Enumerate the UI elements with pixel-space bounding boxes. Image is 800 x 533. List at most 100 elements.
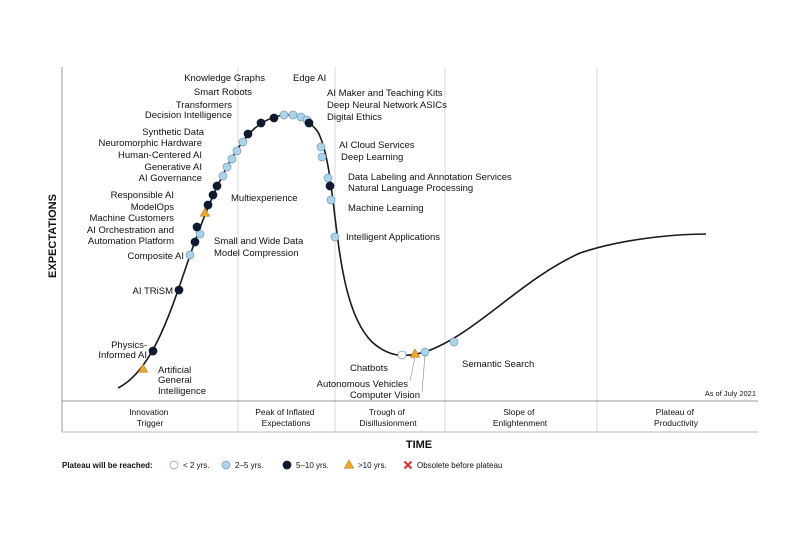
marker-human-centered-ai (227, 154, 237, 164)
label-line: AI Orchestration and (87, 225, 174, 236)
phase-label-line: Expectations (262, 418, 311, 428)
label-small-and-wide-data: Small and Wide Data (214, 236, 304, 247)
label-line: Automation Platform (88, 236, 174, 247)
as-of-note: As of July 2021 (705, 389, 756, 398)
legend-label-y2to5: 2–5 yrs. (235, 461, 263, 470)
legend-marker-gt10 (343, 459, 355, 469)
label-data-labeling-and-annotation-services: Data Labeling and Annotation Services (348, 172, 512, 183)
label-artificial-general-intelligence: Artificial General Intelligence (158, 365, 206, 397)
label-line: Computer Vision (350, 390, 420, 401)
label-responsible-ai: Responsible AI (111, 190, 174, 201)
phase-label-line: Peak of Inflated (255, 407, 314, 417)
label-line: Decision Intelligence (145, 110, 232, 121)
marker-responsible-ai (208, 190, 218, 200)
marker-composite-ai (185, 250, 195, 260)
label-ai-trism: AI TRiSM (133, 286, 174, 297)
marker-transformers (256, 118, 266, 128)
label-edge-ai: Edge AI (293, 73, 326, 84)
label-line: AI TRiSM (133, 286, 174, 297)
label-semantic-search: Semantic Search (462, 359, 534, 370)
label-line: Generative AI (144, 162, 202, 173)
legend-marker-lt2 (169, 460, 179, 470)
label-generative-ai: Generative AI (144, 162, 202, 173)
phase-label: Slope of Enlightenment (493, 407, 548, 428)
label-line: Machine Customers (90, 213, 175, 224)
label-neuromorphic-hardware: Neuromorphic Hardware (99, 138, 202, 149)
marker-neuromorphic-hardware (232, 146, 242, 156)
phase-label-line: Slope of (503, 407, 535, 417)
label-line: Neuromorphic Hardware (99, 138, 202, 149)
phase-label: Peak of Inflated Expectations (255, 407, 316, 428)
legend-label-y5to10: 5–10 yrs. (296, 461, 329, 470)
label-line: AI Cloud Services (339, 140, 415, 151)
label-line: Small and Wide Data (214, 236, 304, 247)
label-synthetic-data: Synthetic Data (142, 127, 204, 138)
marker-machine-customers (199, 207, 211, 217)
marker-computer-vision (420, 347, 430, 357)
phase-label-line: Trough of (369, 407, 406, 417)
label-line: Deep Neural Network ASICs (327, 100, 447, 111)
label-line: Human-Centered AI (118, 150, 202, 161)
label-line: Physics- (111, 340, 147, 351)
legend-marker-obsolete (403, 460, 413, 470)
legend-marker-y5to10 (282, 460, 292, 470)
label-knowledge-graphs: Knowledge Graphs (184, 73, 265, 84)
marker-intelligent-applications (330, 232, 340, 242)
marker-smart-robots (269, 113, 279, 123)
label-line: Synthetic Data (142, 127, 204, 138)
phase-label-line: Enlightenment (493, 418, 548, 428)
label-modelops: ModelOps (131, 202, 175, 213)
label-composite-ai: Composite AI (128, 251, 185, 262)
label-line: Chatbots (350, 363, 388, 374)
label-line: Knowledge Graphs (184, 73, 265, 84)
marker-physics-informed-ai (148, 346, 158, 356)
legend: Plateau will be reached: < 2 yrs. 2–5 yrs… (62, 459, 502, 470)
marker-digital-ethics (304, 118, 314, 128)
label-line: AI Governance (139, 173, 202, 184)
label-line: Digital Ethics (327, 112, 382, 123)
label-intelligent-applications: Intelligent Applications (346, 232, 440, 243)
technology-labels: Artificial General Intelligence Physics-Inf… (87, 73, 534, 401)
label-deep-neural-network-asics: Deep Neural Network ASICs (327, 100, 447, 111)
hype-curve (117, 114, 707, 389)
label-line: Deep Learning (341, 152, 403, 163)
label-line: Responsible AI (111, 190, 174, 201)
label-line: Natural Language Processing (348, 183, 473, 194)
marker-decision-intelligence (243, 129, 253, 139)
label-line: Machine Learning (348, 203, 424, 214)
marker-deep-learning (317, 152, 327, 162)
marker-generative-ai (222, 162, 232, 172)
marker-multiexperience (212, 181, 222, 191)
label-line: Data Labeling and Annotation Services (348, 172, 512, 183)
marker-edge-ai (288, 110, 298, 120)
marker-semantic-search (449, 337, 459, 347)
label-smart-robots: Smart Robots (194, 87, 252, 98)
phase-label-line: Innovation (129, 407, 168, 417)
label-line: ModelOps (131, 202, 175, 213)
marker-ai-trism (174, 285, 184, 295)
phase-label: Innovation Trigger (129, 407, 171, 428)
label-model-compression: Model Compression (214, 248, 298, 259)
phase-label-line: Trigger (137, 418, 164, 428)
label-line: Composite AI (128, 251, 185, 262)
legend-marker-y2to5 (221, 460, 231, 470)
label-line: Transformers (176, 100, 232, 111)
phase-labels: Innovation Trigger Peak of Inflated Expe… (129, 407, 699, 428)
label-deep-learning: Deep Learning (341, 152, 403, 163)
marker-modelops (203, 200, 213, 210)
marker-ai-cloud-services (316, 142, 326, 152)
label-digital-ethics: Digital Ethics (327, 112, 382, 123)
y-axis-title: EXPECTATIONS (47, 194, 59, 278)
marker-chatbots (397, 350, 407, 360)
legend-label-obsolete: Obsolete before plateau (417, 461, 502, 470)
label-line: Autonomous Vehicles (317, 379, 409, 390)
legend-label-gt10: >10 yrs. (358, 461, 387, 470)
label-line: General (158, 375, 192, 386)
label-natural-language-processing: Natural Language Processing (348, 183, 473, 194)
label-machine-customers: Machine Customers (90, 213, 175, 224)
label-physics-informed-ai: Physics-Informed AI (98, 340, 147, 361)
label-ai-governance: AI Governance (139, 173, 202, 184)
phase-label: Trough of Disillusionment (359, 407, 417, 428)
legend-label-lt2: < 2 yrs. (183, 461, 209, 470)
